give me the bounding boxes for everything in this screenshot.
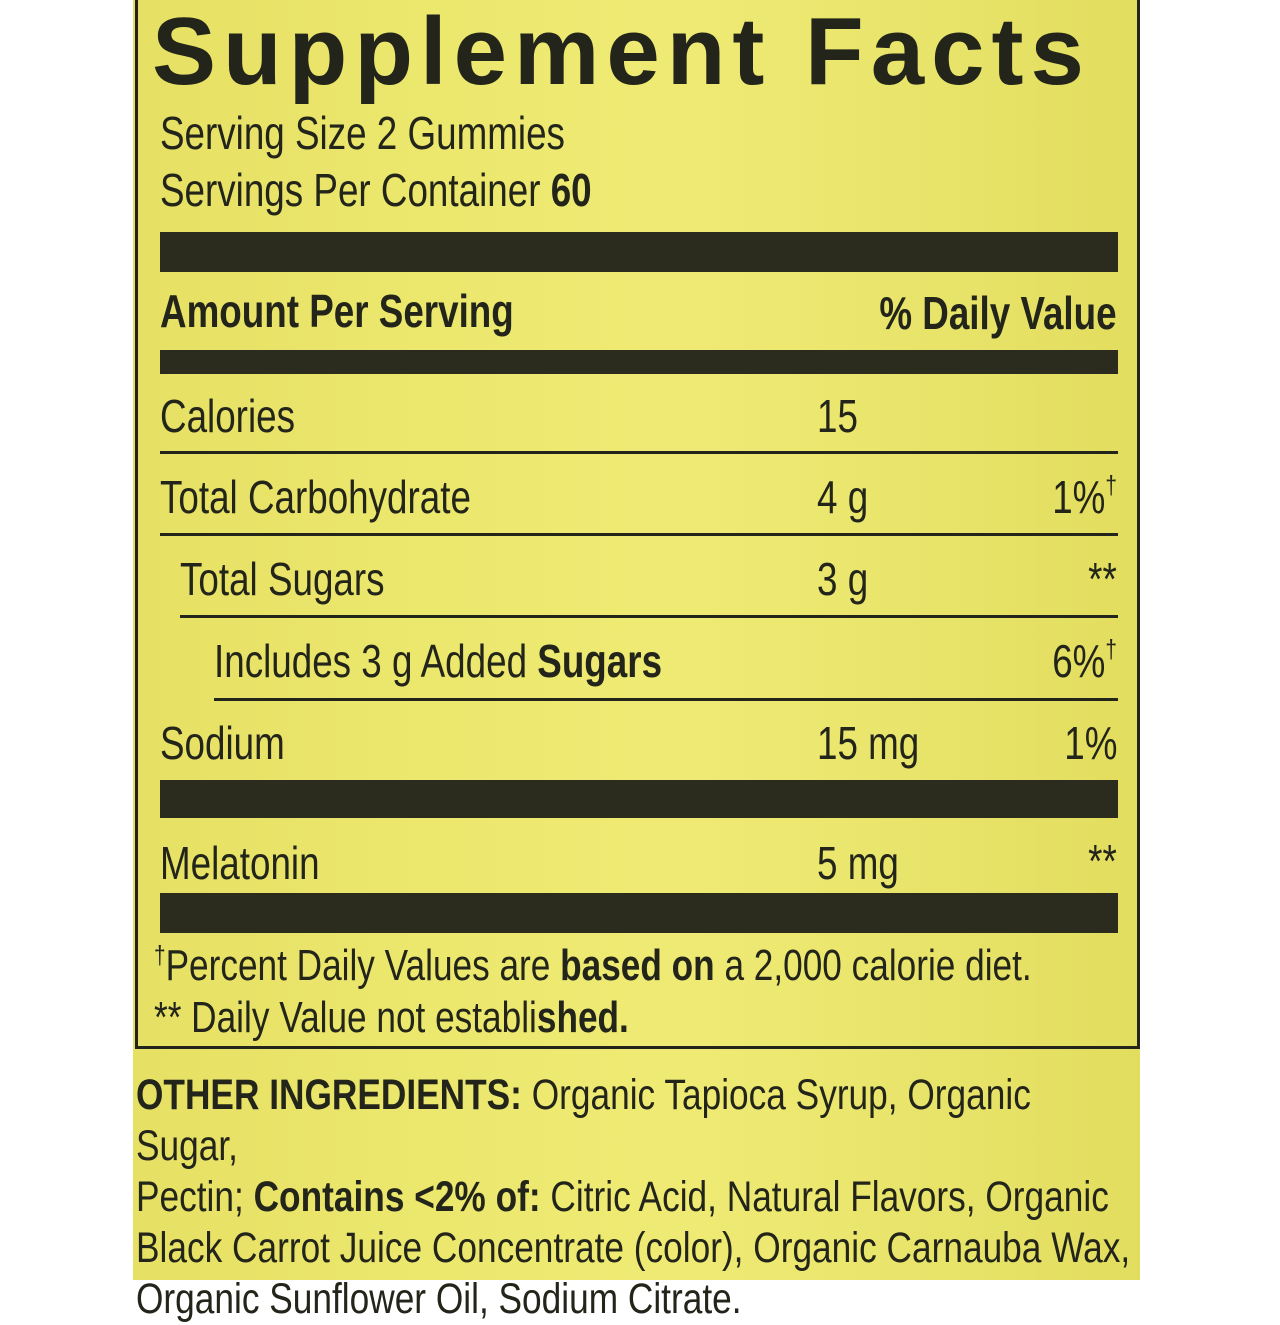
thick-divider (160, 232, 1118, 272)
thick-divider (160, 893, 1118, 933)
serving-size: Serving Size 2 Gummies (160, 107, 565, 159)
divider (160, 533, 1118, 536)
thick-divider (160, 780, 1118, 818)
row-amount: 5 mg (817, 837, 899, 889)
label-panel (133, 0, 1140, 1280)
row-dv: 1%† (1052, 470, 1117, 523)
row-dv: 6%† (1052, 634, 1117, 687)
supplement-facts-box (135, 0, 1140, 1049)
divider (160, 451, 1118, 454)
thick-divider (160, 350, 1118, 374)
row-amount: 15 mg (817, 717, 920, 769)
servings-per-container: Servings Per Container 60 (160, 164, 592, 216)
footnote-not-established: ** Daily Value not established. (154, 993, 629, 1042)
row-name: Sodium (160, 717, 285, 769)
row-amount: 15 (817, 390, 858, 442)
row-dv: 1% (1063, 717, 1117, 769)
amount-per-serving-header: Amount Per Serving (160, 285, 514, 337)
divider (180, 615, 1118, 618)
footnote-daily-values: †Percent Daily Values are based on a 2,0… (154, 940, 1032, 990)
row-name: Total Carbohydrate (160, 471, 471, 523)
daily-value-header: % Daily Value (879, 287, 1117, 339)
row-dv: ** (1088, 553, 1117, 605)
row-dv: ** (1088, 835, 1117, 887)
row-amount: 3 g (817, 553, 869, 605)
row-amount: 4 g (817, 471, 869, 523)
row-name: Total Sugars (180, 553, 385, 605)
row-name: Includes 3 g Added Sugars (214, 635, 663, 687)
other-ingredients: OTHER INGREDIENTS: Organic Tapioca Syrup… (136, 1071, 1131, 1323)
row-name: Calories (160, 390, 295, 442)
page-title: Supplement Facts (152, 0, 1091, 105)
divider (214, 698, 1118, 701)
row-name: Melatonin (160, 837, 320, 889)
